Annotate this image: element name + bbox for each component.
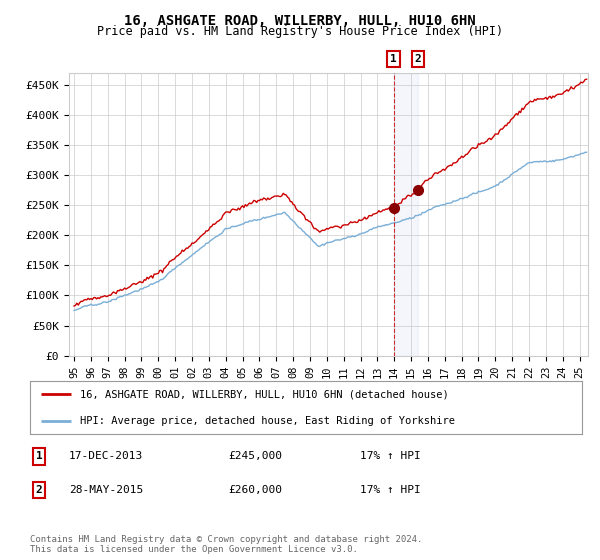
Text: 16, ASHGATE ROAD, WILLERBY, HULL, HU10 6HN: 16, ASHGATE ROAD, WILLERBY, HULL, HU10 6… <box>124 14 476 28</box>
Text: 2: 2 <box>415 54 421 64</box>
Text: Contains HM Land Registry data © Crown copyright and database right 2024.
This d: Contains HM Land Registry data © Crown c… <box>30 535 422 554</box>
Text: 16, ASHGATE ROAD, WILLERBY, HULL, HU10 6HN (detached house): 16, ASHGATE ROAD, WILLERBY, HULL, HU10 6… <box>80 389 448 399</box>
Text: 28-MAY-2015: 28-MAY-2015 <box>69 485 143 495</box>
Text: 1: 1 <box>390 54 397 64</box>
Text: £260,000: £260,000 <box>228 485 282 495</box>
Text: £245,000: £245,000 <box>228 451 282 461</box>
Text: 17% ↑ HPI: 17% ↑ HPI <box>360 485 421 495</box>
Text: 2: 2 <box>35 485 43 495</box>
Text: 17-DEC-2013: 17-DEC-2013 <box>69 451 143 461</box>
Text: 1: 1 <box>35 451 43 461</box>
Bar <box>394 73 418 356</box>
Text: 17% ↑ HPI: 17% ↑ HPI <box>360 451 421 461</box>
Text: Price paid vs. HM Land Registry's House Price Index (HPI): Price paid vs. HM Land Registry's House … <box>97 25 503 38</box>
Text: HPI: Average price, detached house, East Riding of Yorkshire: HPI: Average price, detached house, East… <box>80 416 455 426</box>
